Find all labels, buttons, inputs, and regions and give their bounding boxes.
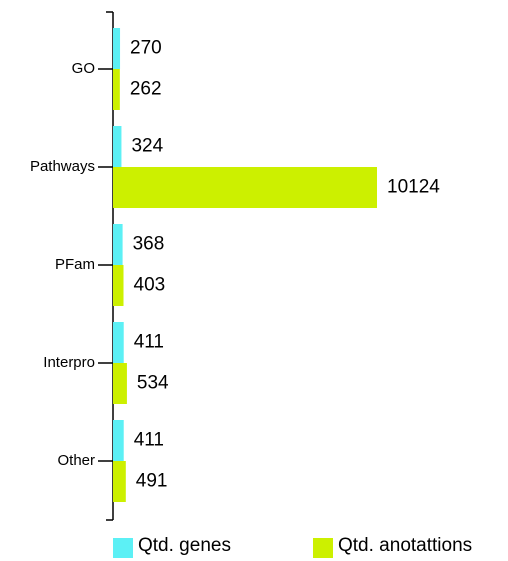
value-label: 270 — [130, 38, 162, 59]
value-label: 491 — [136, 471, 168, 492]
value-label: 403 — [134, 275, 166, 296]
bar — [113, 126, 122, 167]
bar — [113, 224, 123, 265]
legend-swatch — [313, 538, 333, 558]
value-label: 534 — [137, 373, 169, 394]
bar — [113, 322, 124, 363]
value-label: 368 — [133, 234, 165, 255]
category-label: Interpro — [43, 354, 95, 371]
legend-label: Qtd. anotattions — [338, 535, 472, 556]
category-label: PFam — [55, 256, 95, 273]
value-label: 324 — [131, 136, 163, 157]
bar — [113, 461, 126, 502]
legend-label: Qtd. genes — [138, 535, 231, 556]
legend-swatch — [113, 538, 133, 558]
bar — [113, 69, 120, 110]
category-label: Other — [57, 452, 95, 469]
value-label: 10124 — [387, 177, 440, 198]
category-label: Pathways — [30, 158, 95, 175]
bar — [113, 363, 127, 404]
value-label: 411 — [134, 332, 164, 353]
category-label: GO — [72, 60, 95, 77]
bar — [113, 167, 377, 208]
value-label: 262 — [130, 79, 162, 100]
bar — [113, 28, 121, 69]
bar — [113, 420, 124, 461]
bar — [113, 265, 124, 306]
value-label: 411 — [134, 430, 164, 451]
